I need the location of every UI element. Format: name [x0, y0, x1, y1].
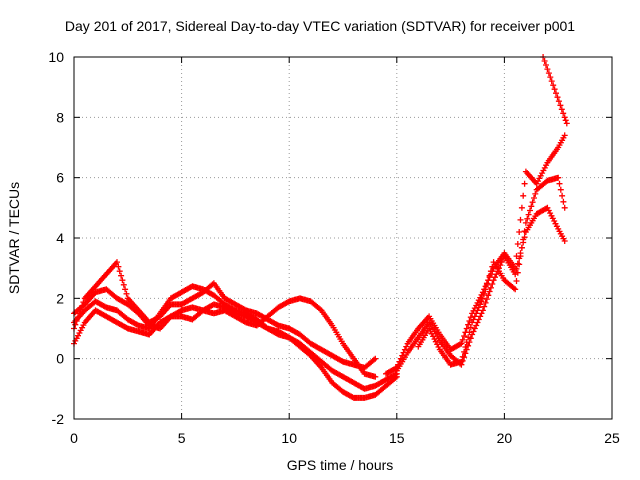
data-points [415, 174, 568, 368]
y-tick-label: 6 [56, 170, 64, 186]
grid [74, 57, 612, 419]
series-track [415, 174, 568, 368]
x-tick-label: 5 [178, 430, 186, 446]
series-track [71, 259, 379, 371]
axis-ticks: 0 5 10 15 20 25 -2 0 2 4 6 8 10 [48, 49, 620, 446]
data-series [71, 54, 570, 401]
y-tick-label: 10 [48, 49, 64, 65]
x-axis-label: GPS time / hours [286, 457, 394, 473]
y-tick-label: -2 [52, 411, 65, 427]
x-tick-label: 15 [389, 430, 405, 446]
x-tick-label: 10 [281, 430, 297, 446]
x-tick-label: 25 [604, 430, 620, 446]
data-points [71, 259, 379, 371]
y-tick-label: 4 [56, 230, 64, 246]
y-tick-label: 0 [56, 351, 64, 367]
series-track [540, 54, 570, 127]
data-points [540, 54, 570, 127]
data-points [393, 204, 568, 374]
x-tick-label: 0 [70, 430, 78, 446]
data-points [383, 132, 568, 377]
y-tick-label: 2 [56, 290, 64, 306]
x-tick-label: 20 [497, 430, 513, 446]
y-tick-label: 8 [56, 109, 64, 125]
chart-title: Day 201 of 2017, Sidereal Day-to-day VTE… [64, 18, 576, 34]
series-track [393, 204, 568, 374]
series-track [383, 132, 568, 377]
